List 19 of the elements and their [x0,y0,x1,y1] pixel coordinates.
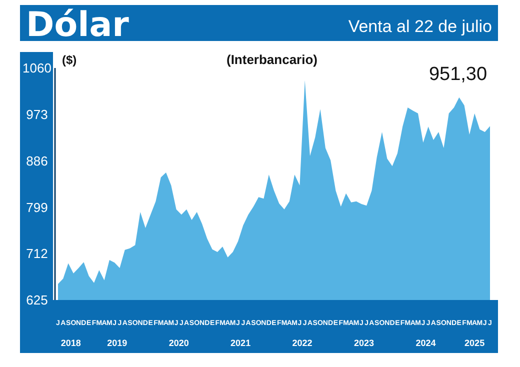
text: (Interbancario) [226,52,318,67]
y-tick-label: 1060 [22,60,52,76]
y-tick-label: 973 [26,106,48,122]
text: 2018 [60,338,81,348]
text: 2022 [292,338,312,348]
chart-subtitle: Venta al 22 de julio [348,17,492,36]
y-axis-title: ($) [62,53,77,67]
y-tick-label: 799 [26,200,48,215]
text: 2021 [230,338,251,348]
annotation: 951,30 [428,64,488,85]
text: 2025 [464,338,485,348]
y-tick-label: 886 [26,153,48,168]
y-tick-label: 625 [26,292,48,308]
text: 2024 [416,338,436,348]
chart-title: Dólar [26,5,130,45]
text: 2020 [168,338,189,348]
text: 2023 [354,338,374,348]
y-tick-label: 712 [26,246,48,262]
text: 2019 [107,338,128,348]
